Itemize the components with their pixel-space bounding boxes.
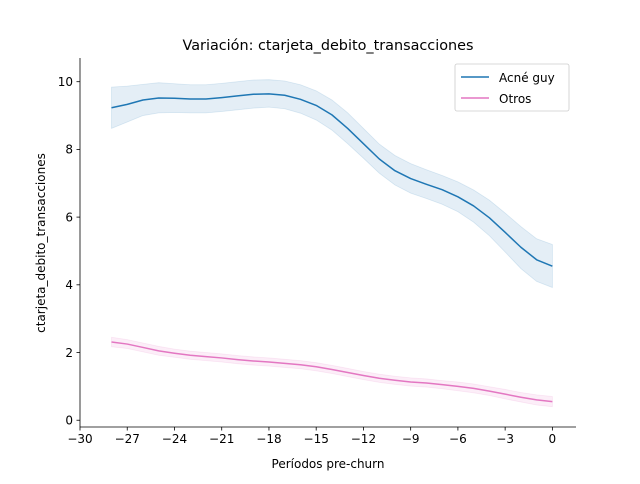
data-point-acne-guy <box>409 177 412 180</box>
x-tick-label: −18 <box>256 432 281 446</box>
data-point-otros <box>283 362 286 365</box>
data-point-acne-guy <box>472 204 475 207</box>
data-point-acne-guy <box>173 97 176 100</box>
chart-title: Variación: ctarjeta_debito_transacciones <box>182 38 473 54</box>
x-tick-label: −24 <box>162 432 187 446</box>
x-tick-label: −30 <box>67 432 92 446</box>
data-point-otros <box>504 393 507 396</box>
data-point-acne-guy <box>362 142 365 145</box>
data-point-otros <box>157 349 160 352</box>
data-point-acne-guy <box>378 157 381 160</box>
data-point-acne-guy <box>330 113 333 116</box>
data-point-otros <box>409 380 412 383</box>
data-point-otros <box>378 377 381 380</box>
data-point-acne-guy <box>283 94 286 97</box>
data-point-acne-guy <box>141 98 144 101</box>
x-tick-label: −21 <box>209 432 234 446</box>
data-point-otros <box>362 374 365 377</box>
data-point-otros <box>141 346 144 349</box>
data-point-otros <box>220 356 223 359</box>
legend: Acné guy Otros <box>454 63 570 112</box>
x-tick-label: −15 <box>304 432 329 446</box>
data-point-acne-guy <box>393 169 396 172</box>
data-point-otros <box>110 341 113 344</box>
data-point-acne-guy <box>456 195 459 198</box>
x-tick-label: −6 <box>449 432 467 446</box>
confidence-band-acne-guy <box>111 79 553 289</box>
data-point-acne-guy <box>204 97 207 100</box>
data-point-otros <box>393 379 396 382</box>
confidence-bands <box>111 79 553 408</box>
confidence-band-otros <box>111 336 553 408</box>
data-point-otros <box>189 354 192 357</box>
series-lines <box>110 92 554 403</box>
y-axis-label: ctarjeta_debito_transacciones <box>34 153 48 333</box>
y-tick-label: 6 <box>65 210 73 224</box>
x-axis-ticks: −30 −27 −24 −21 −18 −15 −12 −9 −6 −3 0 <box>67 427 556 446</box>
data-point-acne-guy <box>252 93 255 96</box>
data-point-otros <box>330 368 333 371</box>
data-point-otros <box>456 385 459 388</box>
data-point-acne-guy <box>220 96 223 99</box>
data-point-otros <box>236 358 239 361</box>
data-point-acne-guy <box>267 92 270 95</box>
data-point-acne-guy <box>126 103 129 106</box>
y-tick-label: 10 <box>58 75 73 89</box>
y-tick-label: 4 <box>65 278 73 292</box>
data-point-otros <box>472 387 475 390</box>
x-tick-label: 0 <box>549 432 557 446</box>
data-point-acne-guy <box>488 216 491 219</box>
data-point-otros <box>173 352 176 355</box>
x-tick-label: −9 <box>402 432 420 446</box>
data-point-acne-guy <box>551 265 554 268</box>
data-point-acne-guy <box>189 97 192 100</box>
data-point-otros <box>252 359 255 362</box>
y-tick-label: 0 <box>65 414 73 428</box>
y-tick-label: 2 <box>65 346 73 360</box>
data-point-otros <box>425 381 428 384</box>
x-axis-label: Períodos pre-churn <box>272 457 385 471</box>
x-tick-label: −12 <box>351 432 376 446</box>
data-point-acne-guy <box>519 246 522 249</box>
data-point-acne-guy <box>236 94 239 97</box>
data-point-acne-guy <box>110 106 113 109</box>
data-point-acne-guy <box>157 96 160 99</box>
data-point-acne-guy <box>299 98 302 101</box>
data-point-acne-guy <box>504 231 507 234</box>
data-point-otros <box>488 390 491 393</box>
data-point-otros <box>126 343 129 346</box>
data-point-acne-guy <box>535 258 538 261</box>
x-tick-label: −27 <box>115 432 140 446</box>
legend-label-otros: Otros <box>499 92 531 106</box>
data-point-otros <box>551 400 554 403</box>
data-point-otros <box>204 355 207 358</box>
data-point-otros <box>346 371 349 374</box>
data-point-otros <box>535 398 538 401</box>
data-point-acne-guy <box>441 188 444 191</box>
data-point-otros <box>267 361 270 364</box>
data-point-acne-guy <box>346 127 349 130</box>
data-point-otros <box>315 365 318 368</box>
legend-label-acne-guy: Acné guy <box>499 71 555 85</box>
series-line-otros <box>111 341 553 403</box>
data-point-otros <box>441 383 444 386</box>
y-axis-ticks: 0 2 4 6 8 10 <box>58 75 80 428</box>
data-point-acne-guy <box>425 183 428 186</box>
data-point-acne-guy <box>315 104 318 107</box>
series-line-acne-guy <box>111 93 553 267</box>
axes <box>79 58 576 428</box>
y-tick-label: 8 <box>65 143 73 157</box>
x-tick-label: −3 <box>496 432 514 446</box>
legend-frame <box>454 63 570 112</box>
data-point-otros <box>519 396 522 399</box>
data-point-otros <box>299 363 302 366</box>
